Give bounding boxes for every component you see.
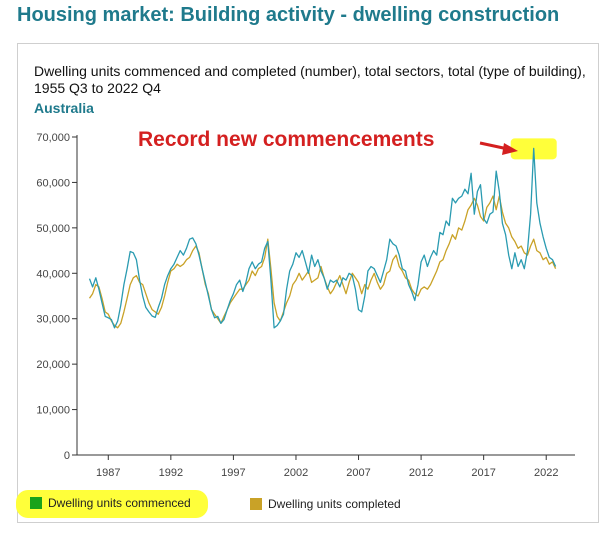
x-tick-label: 1987 [96, 467, 120, 479]
chart-axes: 0 10,000 20,000 30,000 40,000 50,000 60,000 70,… [36, 132, 575, 479]
page-heading: Housing market: Building activity - dwel… [17, 4, 560, 26]
legend-highlight [16, 490, 208, 518]
y-tick-label: 0 [64, 450, 70, 462]
chart-series [88, 147, 557, 329]
x-tick-label: 2007 [346, 467, 370, 479]
x-tick-label: 2012 [409, 467, 433, 479]
x-tick-label: 2017 [471, 467, 495, 479]
y-tick-label: 10,000 [36, 405, 70, 417]
legend-swatch-completed [250, 498, 262, 510]
y-tick-label: 20,000 [36, 359, 70, 371]
x-tick-label: 1997 [221, 467, 245, 479]
series-line-completed [88, 195, 557, 329]
annotation-arrow-head [502, 143, 518, 155]
chart-subtitle: Australia [34, 100, 94, 116]
x-tick-label: 1992 [159, 467, 183, 479]
y-tick-label: 50,000 [36, 223, 70, 235]
chart-panel [17, 43, 599, 523]
y-tick-label: 60,000 [36, 177, 70, 189]
legend-label-commenced: Dwelling units commenced [48, 496, 191, 510]
chart-title: Dwelling units commenced and completed (… [34, 63, 586, 96]
legend-label-completed: Dwelling units completed [268, 497, 401, 511]
y-tick-label: 70,000 [36, 132, 70, 144]
y-tick-label: 30,000 [36, 314, 70, 326]
series-line-commenced [88, 147, 557, 329]
legend-item-commenced[interactable]: Dwelling units commenced [18, 490, 206, 516]
legend-swatch-commenced [30, 497, 42, 509]
y-tick-label: 40,000 [36, 268, 70, 280]
x-tick-label: 2022 [534, 467, 558, 479]
chart-annotation: Record new commencements [138, 128, 435, 151]
x-tick-label: 2002 [284, 467, 308, 479]
legend-item-completed[interactable]: Dwelling units completed [250, 497, 401, 511]
